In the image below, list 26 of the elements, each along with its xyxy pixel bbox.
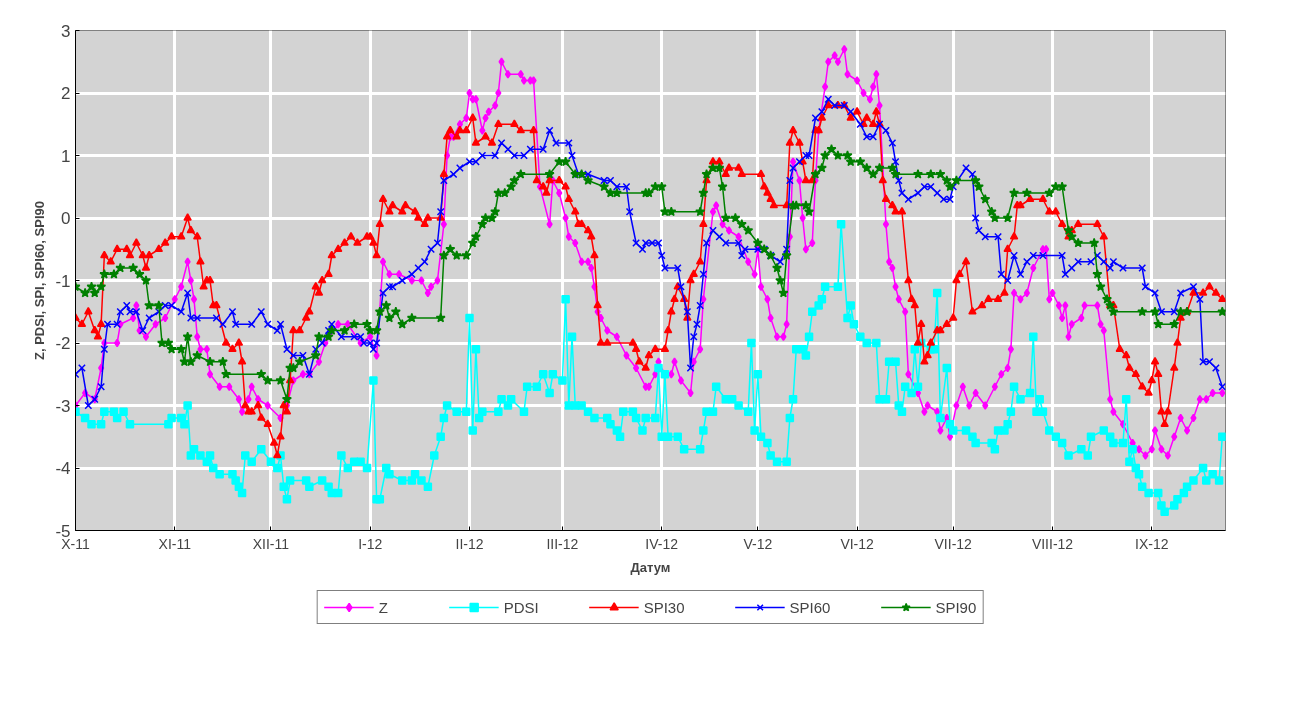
- y-tick-label: 1: [61, 146, 71, 166]
- y-tick-label: 3: [61, 21, 71, 41]
- x-tick-label: II-12: [455, 535, 484, 552]
- x-tick-label: VII-12: [934, 535, 973, 552]
- y-tick-label: -1: [55, 271, 71, 291]
- legend-label: SPI90: [935, 598, 977, 616]
- x-tick-label: IV-12: [645, 535, 679, 552]
- legend-label: SPI60: [789, 598, 831, 616]
- legend-label: PDSI: [503, 598, 539, 616]
- y-axis-title: Z, PDSI, SPI, SPI60, SPI90: [32, 201, 48, 360]
- x-tick-label: V-12: [743, 535, 773, 552]
- legend-label: Z: [378, 598, 389, 616]
- y-tick-label: 2: [61, 84, 71, 103]
- x-axis-title: Датум: [630, 559, 671, 575]
- x-tick-label: VIII-12: [1031, 535, 1074, 552]
- y-tick-label: -2: [55, 334, 71, 353]
- x-tick-label: VI-12: [840, 535, 875, 552]
- x-tick-label: IX-12: [1135, 535, 1169, 552]
- y-tick-label: -3: [55, 396, 71, 416]
- x-tick-label: XI-11: [158, 535, 192, 552]
- legend-label: SPI30: [643, 598, 685, 616]
- x-tick-label: XII-11: [252, 535, 290, 552]
- y-tick-label: -4: [55, 459, 71, 478]
- x-tick-label: III-12: [546, 535, 579, 552]
- y-tick-label: 0: [61, 209, 71, 228]
- x-tick-label: I-12: [358, 535, 383, 552]
